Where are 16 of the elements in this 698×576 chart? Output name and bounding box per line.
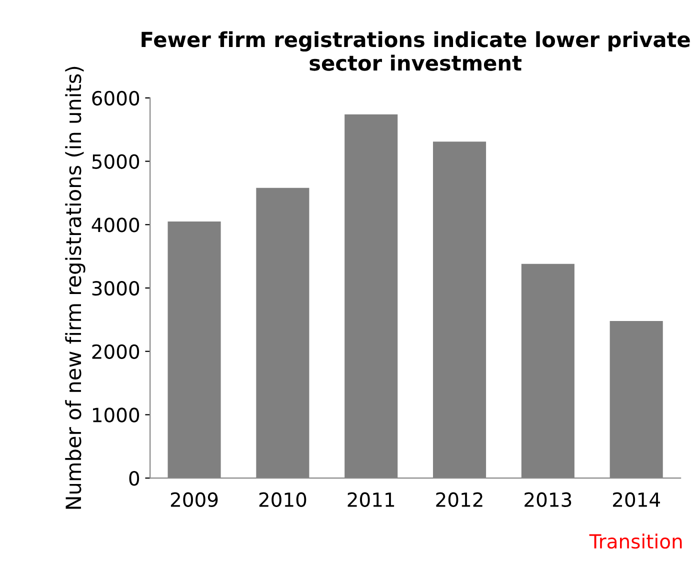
y-tick-label: 2000 — [92, 344, 140, 360]
y-tick-label: 1000 — [93, 408, 140, 422]
x-tick-label: 2012 — [436, 492, 482, 508]
x-tick-label: 2009 — [170, 492, 218, 508]
y-axis-title: Number of new firm registrations (in units) — [65, 66, 86, 509]
y-tick-label: 0 — [129, 471, 140, 486]
x-tick-label: 2011 — [348, 492, 394, 508]
x-tick-label: 2013 — [524, 492, 572, 508]
text: Transition — [589, 534, 682, 549]
y-tick-label: 4000 — [92, 218, 140, 232]
chart-title: Fewer firm registrations indicate lower private sector investment — [142, 31, 690, 71]
y-tick-label: 3000 — [92, 280, 140, 296]
y-tick-label: 5000 — [92, 154, 140, 169]
x-tick-label: 2010 — [259, 492, 306, 508]
x-tick-label: 2014 — [613, 492, 660, 508]
y-tick-label: 6000 — [92, 90, 140, 106]
